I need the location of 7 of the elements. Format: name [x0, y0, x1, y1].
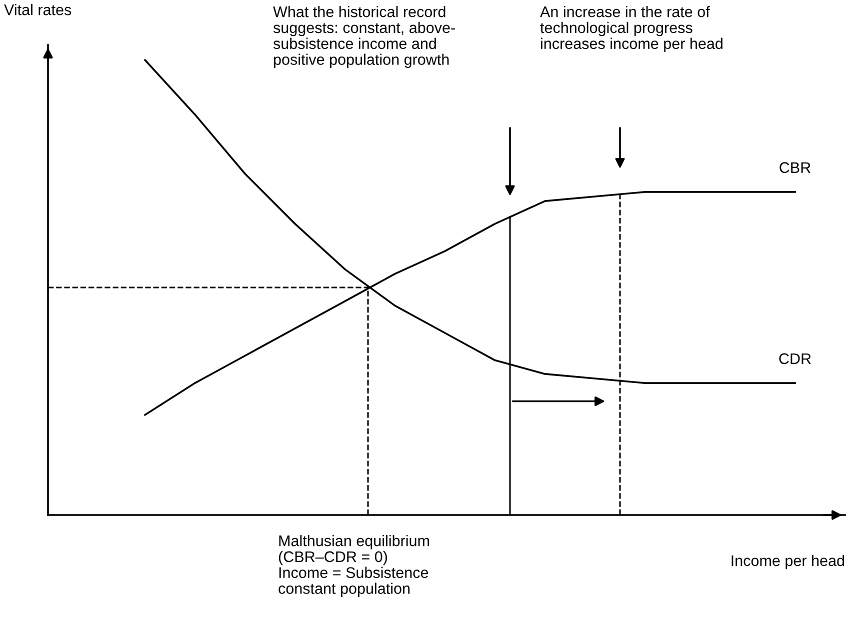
y-axis-title: Vital rates	[4, 4, 72, 16]
text: An increase in the rate of technological progress increases income per head	[540, 6, 722, 52]
x-axis-title: Income per head	[732, 554, 844, 570]
series-label: CBR	[780, 162, 810, 174]
text: Malthusian equilibrium (CBR–CDR = 0) Income = Subsistence constant population	[278, 535, 429, 597]
annotation: What the historical record suggests: constant, above- subsistence income and positive population growth	[273, 6, 455, 68]
series-label: CDR	[779, 353, 811, 364]
